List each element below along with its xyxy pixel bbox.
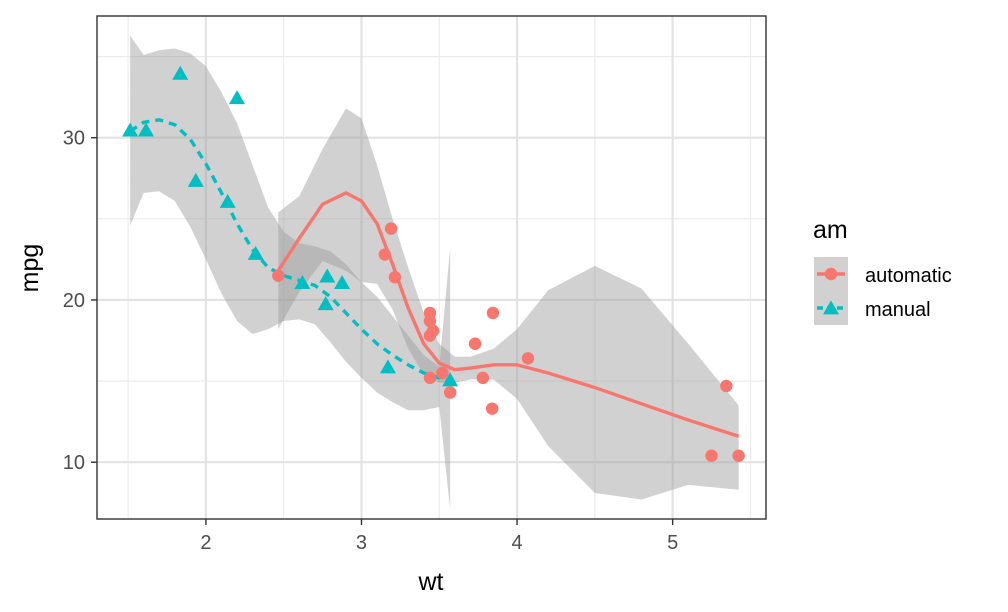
x-tick-label: 4 [512, 532, 523, 554]
y-axis-title: mpg [16, 244, 44, 293]
data-point-manual [319, 268, 336, 283]
data-points [122, 65, 745, 462]
x-tick-label: 5 [667, 532, 678, 554]
x-tick-label: 3 [356, 532, 367, 554]
data-point-automatic [384, 222, 398, 235]
data-point-automatic [476, 371, 490, 385]
confidence-bands [130, 35, 739, 510]
data-point-automatic [423, 306, 437, 320]
plot-panel-border [96, 15, 767, 520]
x-tick-label: 2 [200, 532, 211, 554]
data-point-manual [317, 296, 334, 311]
data-point-automatic [378, 248, 392, 261]
y-tick-label: 20 [63, 290, 85, 312]
x-axis-title: wt [418, 568, 444, 596]
legend-title: am [813, 216, 848, 244]
data-point-manual [187, 172, 204, 187]
data-point-automatic [443, 386, 457, 399]
data-point-manual [294, 275, 311, 290]
confidence-band-manual [130, 35, 451, 510]
y-tick-label: 10 [63, 452, 85, 474]
data-point-automatic [388, 271, 402, 284]
plot-background [97, 16, 766, 519]
data-point-automatic [521, 352, 535, 365]
legend-label-automatic: automatic [865, 265, 952, 287]
data-point-automatic [423, 329, 437, 342]
data-point-automatic [485, 402, 499, 415]
data-point-automatic [732, 449, 745, 462]
legend: am automatic manual [813, 216, 952, 325]
data-point-manual [379, 359, 396, 374]
grid [97, 16, 766, 519]
data-point-automatic [705, 449, 718, 462]
data-point-manual [334, 275, 351, 290]
data-point-automatic [423, 371, 437, 385]
smooth-line-automatic [276, 191, 740, 438]
smooth-line-manual [129, 118, 451, 383]
data-point-manual [442, 372, 459, 387]
legend-label-manual: manual [865, 299, 931, 321]
legend-key-marker-automatic [824, 267, 838, 281]
axes: 2 3 4 5 10 20 30 [63, 128, 678, 554]
data-point-automatic [468, 337, 482, 350]
data-point-automatic [720, 379, 733, 393]
data-point-automatic [436, 366, 449, 380]
legend-keys [814, 257, 848, 325]
y-tick-label: 30 [63, 128, 85, 150]
confidence-band-automatic [278, 108, 739, 500]
data-point-manual [122, 122, 139, 137]
data-point-manual [138, 122, 155, 137]
smooth-lines [129, 118, 740, 438]
data-point-manual [172, 65, 189, 80]
data-point-manual [219, 193, 236, 208]
data-point-automatic [486, 306, 500, 320]
data-point-automatic [272, 269, 285, 282]
data-point-manual [247, 245, 264, 260]
data-point-manual [229, 90, 246, 105]
legend-key-marker-manual [823, 300, 839, 315]
